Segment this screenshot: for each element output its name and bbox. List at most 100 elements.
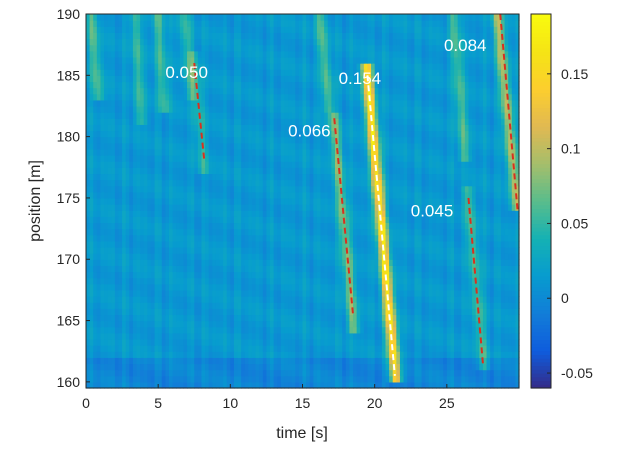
heatmap-cell xyxy=(176,369,181,377)
heatmap-cell xyxy=(140,369,145,377)
heatmap-cell xyxy=(331,259,336,266)
heatmap-cell xyxy=(226,185,231,193)
heatmap-cell xyxy=(446,351,452,358)
heatmap-cell xyxy=(327,210,332,217)
heatmap-cell xyxy=(428,259,433,266)
heatmap-cell xyxy=(403,283,408,291)
heatmap-cell xyxy=(324,136,329,144)
heatmap-cell xyxy=(490,369,495,377)
heatmap-cell xyxy=(212,210,217,217)
heatmap-cell xyxy=(158,130,163,138)
heatmap-cell xyxy=(176,277,181,285)
heatmap-cell xyxy=(399,357,405,365)
heatmap-cell xyxy=(280,332,286,340)
heatmap-cell xyxy=(172,161,177,168)
heatmap-cell xyxy=(302,277,307,285)
heatmap-cell xyxy=(500,345,506,352)
heatmap-cell xyxy=(464,179,470,187)
heatmap-cell xyxy=(436,142,441,150)
heatmap-cell xyxy=(457,173,462,181)
heatmap-cell xyxy=(482,338,488,346)
heatmap-cell xyxy=(472,210,477,217)
heatmap-cell xyxy=(331,283,336,291)
heatmap-cell xyxy=(349,338,354,346)
heatmap-cell xyxy=(313,136,318,144)
heatmap-cell xyxy=(371,210,376,217)
heatmap-cell xyxy=(212,277,217,285)
heatmap-cell xyxy=(129,326,134,334)
heatmap-cell xyxy=(291,320,296,328)
heatmap-cell xyxy=(187,185,192,193)
heatmap-cell xyxy=(425,173,430,181)
heatmap-cell xyxy=(212,179,217,187)
heatmap-cell xyxy=(129,148,134,156)
heatmap-cell xyxy=(457,161,462,168)
heatmap-cell xyxy=(219,222,224,230)
heatmap-cell xyxy=(316,277,322,285)
heatmap-cell xyxy=(392,185,397,193)
heatmap-cell xyxy=(349,351,354,358)
heatmap-cell xyxy=(125,216,130,224)
heatmap-cell xyxy=(342,363,347,371)
heatmap-cell xyxy=(172,148,177,156)
heatmap-cell xyxy=(457,136,462,144)
heatmap-cell xyxy=(270,155,275,162)
heatmap-cell xyxy=(381,302,387,309)
heatmap-cell xyxy=(118,259,123,266)
heatmap-cell xyxy=(309,259,314,266)
heatmap-cell xyxy=(353,246,358,254)
heatmap-cell xyxy=(378,351,383,358)
heatmap-cell xyxy=(385,326,390,334)
heatmap-cell xyxy=(327,357,332,365)
heatmap-cell xyxy=(295,265,300,273)
heatmap-cell xyxy=(255,185,260,193)
heatmap-cell xyxy=(504,222,509,230)
heatmap-cell xyxy=(273,246,278,254)
heatmap-cell xyxy=(432,161,437,168)
heatmap-cell xyxy=(342,155,347,162)
heatmap-cell xyxy=(118,173,123,181)
heatmap-cell xyxy=(331,216,336,224)
heatmap-cell xyxy=(345,375,351,383)
heatmap-cell xyxy=(342,173,347,181)
heatmap-cell xyxy=(320,357,325,365)
heatmap-cell xyxy=(414,332,419,340)
heatmap-cell xyxy=(493,216,498,224)
heatmap-cell xyxy=(284,296,289,303)
heatmap-cell xyxy=(237,136,242,144)
heatmap-cell xyxy=(464,320,470,328)
heatmap-cell xyxy=(508,265,513,273)
heatmap-cell xyxy=(244,155,249,162)
heatmap-cell xyxy=(244,253,249,260)
heatmap-cell xyxy=(511,228,516,236)
heatmap-cell xyxy=(320,148,325,156)
heatmap-cell xyxy=(197,197,203,205)
heatmap-cell xyxy=(154,246,159,254)
heatmap-cell xyxy=(353,216,358,224)
heatmap-cell xyxy=(89,338,94,346)
heatmap-cell xyxy=(504,148,509,156)
heatmap-cell xyxy=(432,302,437,309)
heatmap-cell xyxy=(399,228,405,236)
heatmap-cell xyxy=(327,142,332,150)
heatmap-cell xyxy=(233,179,239,187)
heatmap-cell xyxy=(161,191,166,199)
heatmap-cell xyxy=(277,148,282,156)
heatmap-cell xyxy=(313,204,318,211)
heatmap-cell xyxy=(493,173,498,181)
heatmap-cell xyxy=(316,320,322,328)
heatmap-cell xyxy=(219,253,224,260)
heatmap-cell xyxy=(500,296,506,303)
heatmap-cell xyxy=(201,320,206,328)
heatmap-cell xyxy=(450,148,455,156)
heatmap-cell xyxy=(158,253,163,260)
heatmap-cell xyxy=(353,320,358,328)
heatmap-cell xyxy=(233,161,239,168)
heatmap-cell xyxy=(104,271,109,279)
heatmap-cell xyxy=(353,338,358,346)
heatmap-cell xyxy=(277,197,282,205)
heatmap-cell xyxy=(165,271,170,279)
heatmap-cell xyxy=(125,326,130,334)
heatmap-cell xyxy=(161,130,166,138)
heatmap-cell xyxy=(446,369,452,377)
